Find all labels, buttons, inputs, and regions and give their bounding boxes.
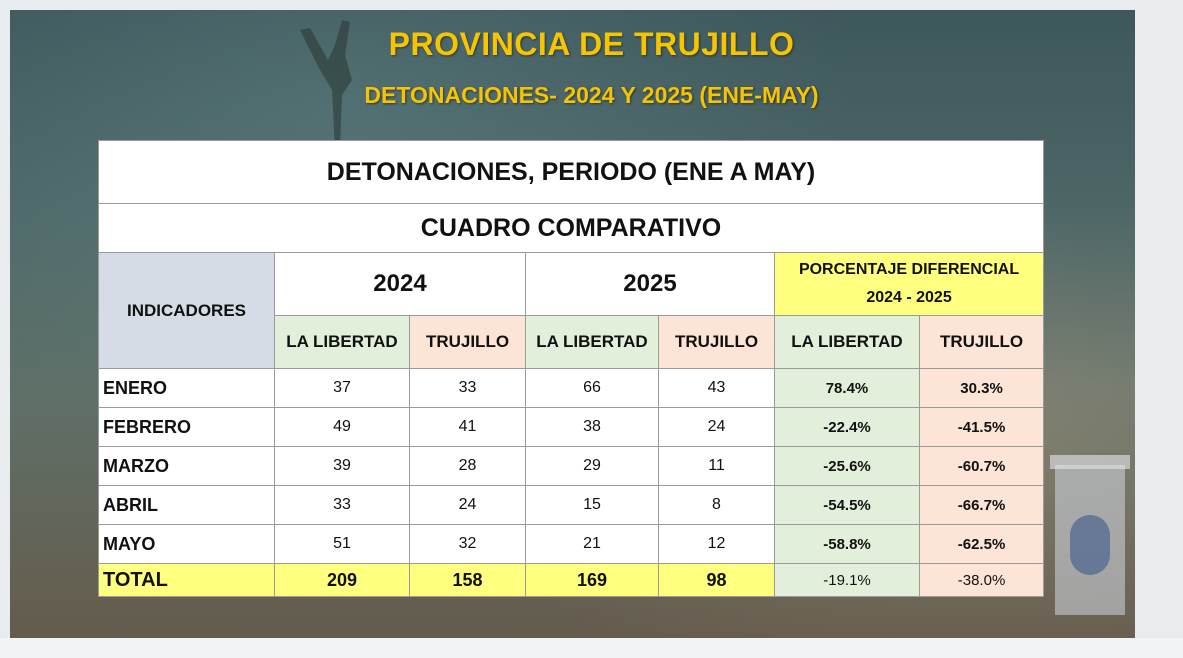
cell-ll-2024: 37 [274, 368, 410, 408]
cell-pct-ll: -22.4% [774, 407, 920, 447]
header-percentage: PORCENTAJE DIFERENCIAL 2024 - 2025 [773, 252, 1045, 316]
header-percentage-line1: PORCENTAJE DIFERENCIAL [798, 261, 1020, 278]
header-year-2025: 2025 [525, 252, 775, 316]
cell-tr-2024: 41 [409, 407, 526, 447]
subheader-la-libertad-2024: LA LIBERTAD [274, 315, 410, 369]
cell-ll-2025: 66 [525, 368, 659, 408]
subheader-la-libertad-pct: LA LIBERTAD [774, 315, 920, 369]
cell-tr-2024: 24 [409, 485, 526, 525]
cell-ll-2025: 29 [525, 446, 659, 486]
header-percentage-line2: 2024 - 2025 [866, 289, 952, 306]
cell-tr-2025: 12 [658, 524, 775, 564]
slide-background: DETONACIONES, PERIODO (ENE A MAY) CUADRO… [10, 10, 1135, 638]
table-total-row: TOTAL 209 158 169 98 -19.1% -38.0% [98, 563, 1045, 597]
row-label: MARZO [98, 446, 275, 486]
row-label: ABRIL [98, 485, 275, 525]
cell-tr-2025: 24 [658, 407, 775, 447]
subheader-trujillo-pct: TRUJILLO [918, 315, 1045, 369]
row-label: ENERO [98, 368, 275, 408]
table-row: ABRIL 33 24 15 8 -54.5% -66.7% [98, 485, 1045, 525]
total-tr-2024: 158 [409, 563, 526, 597]
cell-ll-2025: 38 [525, 407, 659, 447]
total-pct-tr: -38.0% [918, 563, 1045, 597]
cell-ll-2024: 33 [274, 485, 410, 525]
statue-silhouette [300, 20, 352, 150]
subheader-la-libertad-2025: LA LIBERTAD [525, 315, 659, 369]
page-subtitle: DETONACIONES- 2024 Y 2025 (ENE-MAY) [364, 82, 819, 108]
table-row: ENERO 37 33 66 43 78.4% 30.3% [98, 368, 1045, 408]
cell-ll-2025: 21 [525, 524, 659, 564]
row-label: MAYO [98, 524, 275, 564]
cell-pct-ll: 78.4% [774, 368, 920, 408]
cell-tr-2024: 32 [409, 524, 526, 564]
table-row: MAYO 51 32 21 12 -58.8% -62.5% [98, 524, 1045, 564]
table-banner-period: DETONACIONES, PERIODO (ENE A MAY) [97, 140, 1045, 204]
cell-tr-2025: 11 [658, 446, 775, 486]
row-label: FEBRERO [98, 407, 275, 447]
cell-ll-2025: 15 [525, 485, 659, 525]
cell-pct-tr: -41.5% [918, 407, 1045, 447]
cell-pct-tr: -66.7% [918, 485, 1045, 525]
cell-pct-ll: -25.6% [774, 446, 920, 486]
building-silhouette [1050, 455, 1130, 615]
cell-tr-2024: 33 [409, 368, 526, 408]
table-row: MARZO 39 28 29 11 -25.6% -60.7% [98, 446, 1045, 486]
cell-ll-2024: 51 [274, 524, 410, 564]
header-year-2024: 2024 [274, 252, 526, 316]
table-banner-comparative: CUADRO COMPARATIVO [97, 203, 1045, 253]
total-tr-2025: 98 [658, 563, 775, 597]
header-indicadores: INDICADORES [98, 252, 275, 369]
cell-tr-2025: 8 [658, 485, 775, 525]
subheader-trujillo-2025: TRUJILLO [658, 315, 775, 369]
total-label: TOTAL [98, 563, 275, 597]
total-pct-ll: -19.1% [774, 563, 920, 597]
cell-tr-2025: 43 [658, 368, 775, 408]
cell-pct-tr: -62.5% [918, 524, 1045, 564]
bottom-bar [0, 638, 1183, 658]
cell-pct-ll: -54.5% [774, 485, 920, 525]
subheader-trujillo-2024: TRUJILLO [409, 315, 526, 369]
cell-tr-2024: 28 [409, 446, 526, 486]
comparison-table: DETONACIONES, PERIODO (ENE A MAY) CUADRO… [97, 140, 1045, 597]
page-title: PROVINCIA DE TRUJILLO [388, 26, 795, 62]
cell-pct-ll: -58.8% [774, 524, 920, 564]
cell-ll-2024: 49 [274, 407, 410, 447]
comparison-table-container: DETONACIONES, PERIODO (ENE A MAY) CUADRO… [97, 140, 1045, 597]
table-row: FEBRERO 49 41 38 24 -22.4% -41.5% [98, 407, 1045, 447]
total-ll-2025: 169 [525, 563, 659, 597]
cell-pct-tr: -60.7% [918, 446, 1045, 486]
cell-ll-2024: 39 [274, 446, 410, 486]
total-ll-2024: 209 [274, 563, 410, 597]
cell-pct-tr: 30.3% [918, 368, 1045, 408]
